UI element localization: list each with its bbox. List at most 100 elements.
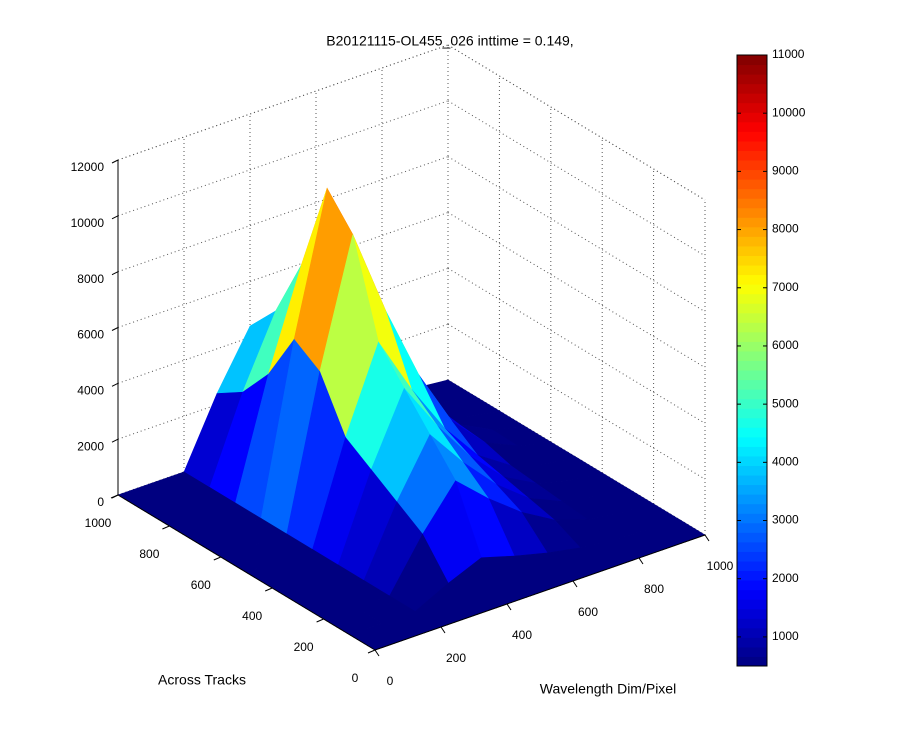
- axes-front: 0200040006000800010000120000200400600800…: [71, 159, 734, 688]
- colorbar-swatch: [737, 83, 767, 94]
- colorbar-swatch: [737, 580, 767, 591]
- colorbar-swatch: [737, 121, 767, 132]
- colorbar-swatch: [737, 436, 767, 447]
- colorbar-swatch: [737, 312, 767, 323]
- colorbar-frame: [736, 54, 768, 667]
- z-tick-label: 6000: [77, 328, 104, 342]
- x-tick: [704, 534, 710, 542]
- colorbar-tick-label: 11000: [772, 47, 805, 61]
- x-tick-label: 0: [387, 674, 394, 688]
- colorbar-swatch: [737, 198, 767, 209]
- colorbar-tick-label: 8000: [772, 222, 799, 236]
- colorbar-swatch: [737, 160, 767, 171]
- colorbar-swatch: [737, 570, 767, 581]
- z-tick-label: 2000: [77, 439, 104, 453]
- colorbar-swatch: [737, 169, 767, 180]
- colorbar-swatch: [737, 465, 767, 476]
- colorbar-swatch: [737, 608, 767, 619]
- colorbar-tick-label: 4000: [772, 455, 799, 469]
- y-axis: [117, 494, 376, 651]
- y-tick: [367, 649, 376, 654]
- colorbar-swatch: [737, 379, 767, 390]
- colorbar-swatch: [737, 245, 767, 256]
- colorbar-swatch: [737, 322, 767, 333]
- colorbar-swatch: [737, 74, 767, 85]
- colorbar-swatch: [737, 331, 767, 342]
- x-axis: [374, 534, 706, 651]
- colorbar-tick-label: 2000: [772, 571, 799, 585]
- x-tick: [440, 626, 446, 634]
- colorbar-tick-label: 6000: [772, 338, 799, 352]
- y-tick: [265, 587, 273, 592]
- colorbar-swatch: [737, 522, 767, 533]
- colorbar-swatch: [737, 599, 767, 610]
- colorbar-swatch: [737, 274, 767, 285]
- y-tick-label: 0: [352, 671, 359, 685]
- colorbar-swatch: [737, 560, 767, 572]
- y-tick-label: 800: [139, 547, 159, 561]
- x-tick-label: 400: [512, 628, 532, 642]
- z-tick: [111, 382, 119, 387]
- colorbar-swatch: [737, 541, 767, 552]
- surface: [117, 187, 706, 651]
- chart-title: B20121115-OL455_026 inttime = 0.149,: [326, 33, 573, 49]
- colorbar-swatch: [737, 656, 767, 667]
- z-tick: [111, 438, 119, 443]
- z-tick: [111, 271, 119, 276]
- colorbar-swatch: [737, 303, 767, 314]
- colorbar-swatch: [737, 55, 767, 66]
- y-tick-label: 200: [294, 640, 314, 654]
- z-tick-label: 8000: [77, 272, 104, 286]
- colorbar-swatch: [737, 207, 767, 218]
- x-tick: [638, 557, 644, 565]
- colorbar-swatch: [737, 284, 767, 295]
- colorbar-swatch: [737, 179, 767, 190]
- colorbar-tick-label: 10000: [772, 105, 806, 119]
- colorbar-swatch: [737, 398, 767, 409]
- colorbar-swatch: [737, 494, 767, 505]
- x-tick: [374, 649, 380, 657]
- colorbar: 1000 2000 3000 4000 5000 6000 7000 8000 9000 1000…: [736, 47, 806, 667]
- colorbar-swatch: [737, 140, 767, 151]
- colorbar-swatch: [737, 446, 767, 457]
- x-tick-label: 1000: [707, 559, 734, 573]
- colorbar-tick-label: 9000: [772, 164, 799, 178]
- z-tick-label: 0: [97, 495, 104, 509]
- colorbar-tick-label: 1000: [772, 629, 799, 643]
- y-tick: [110, 494, 119, 499]
- z-tick: [111, 215, 119, 220]
- colorbar-swatch: [737, 455, 767, 467]
- colorbar-swatch: [737, 646, 767, 657]
- colorbar-swatch: [737, 93, 767, 104]
- x-tick: [572, 580, 578, 588]
- colorbar-swatch: [737, 551, 767, 562]
- colorbar-swatch: [737, 370, 767, 381]
- y-tick: [213, 556, 221, 561]
- y-tick: [162, 525, 170, 530]
- colorbar-swatch: [737, 150, 767, 161]
- x-tick-label: 600: [578, 605, 598, 619]
- colorbar-tick-label: 7000: [772, 280, 799, 294]
- z-tick: [111, 159, 119, 164]
- y-tick: [316, 618, 324, 623]
- colorbar-swatch: [737, 64, 767, 75]
- colorbar-swatch: [737, 188, 767, 199]
- colorbar-swatch: [737, 503, 767, 514]
- colorbar-swatch: [737, 217, 767, 228]
- colorbar-swatch: [737, 637, 767, 648]
- x-tick: [506, 603, 512, 611]
- colorbar-swatch: [737, 389, 767, 400]
- colorbar-swatch: [737, 102, 767, 113]
- colorbar-swatch: [737, 417, 767, 428]
- z-tick: [111, 327, 119, 331]
- colorbar-swatch: [737, 532, 767, 543]
- colorbar-swatch: [737, 408, 767, 419]
- colorbar-swatch: [737, 236, 767, 247]
- colorbar-swatch: [737, 513, 767, 524]
- x-tick-label: 800: [644, 582, 664, 596]
- colorbar-tick-label: 5000: [772, 396, 799, 410]
- colorbar-swatch: [737, 427, 767, 438]
- y-tick-label: 1000: [85, 516, 112, 530]
- colorbar-swatch: [737, 484, 767, 495]
- colorbar-swatch: [737, 360, 767, 371]
